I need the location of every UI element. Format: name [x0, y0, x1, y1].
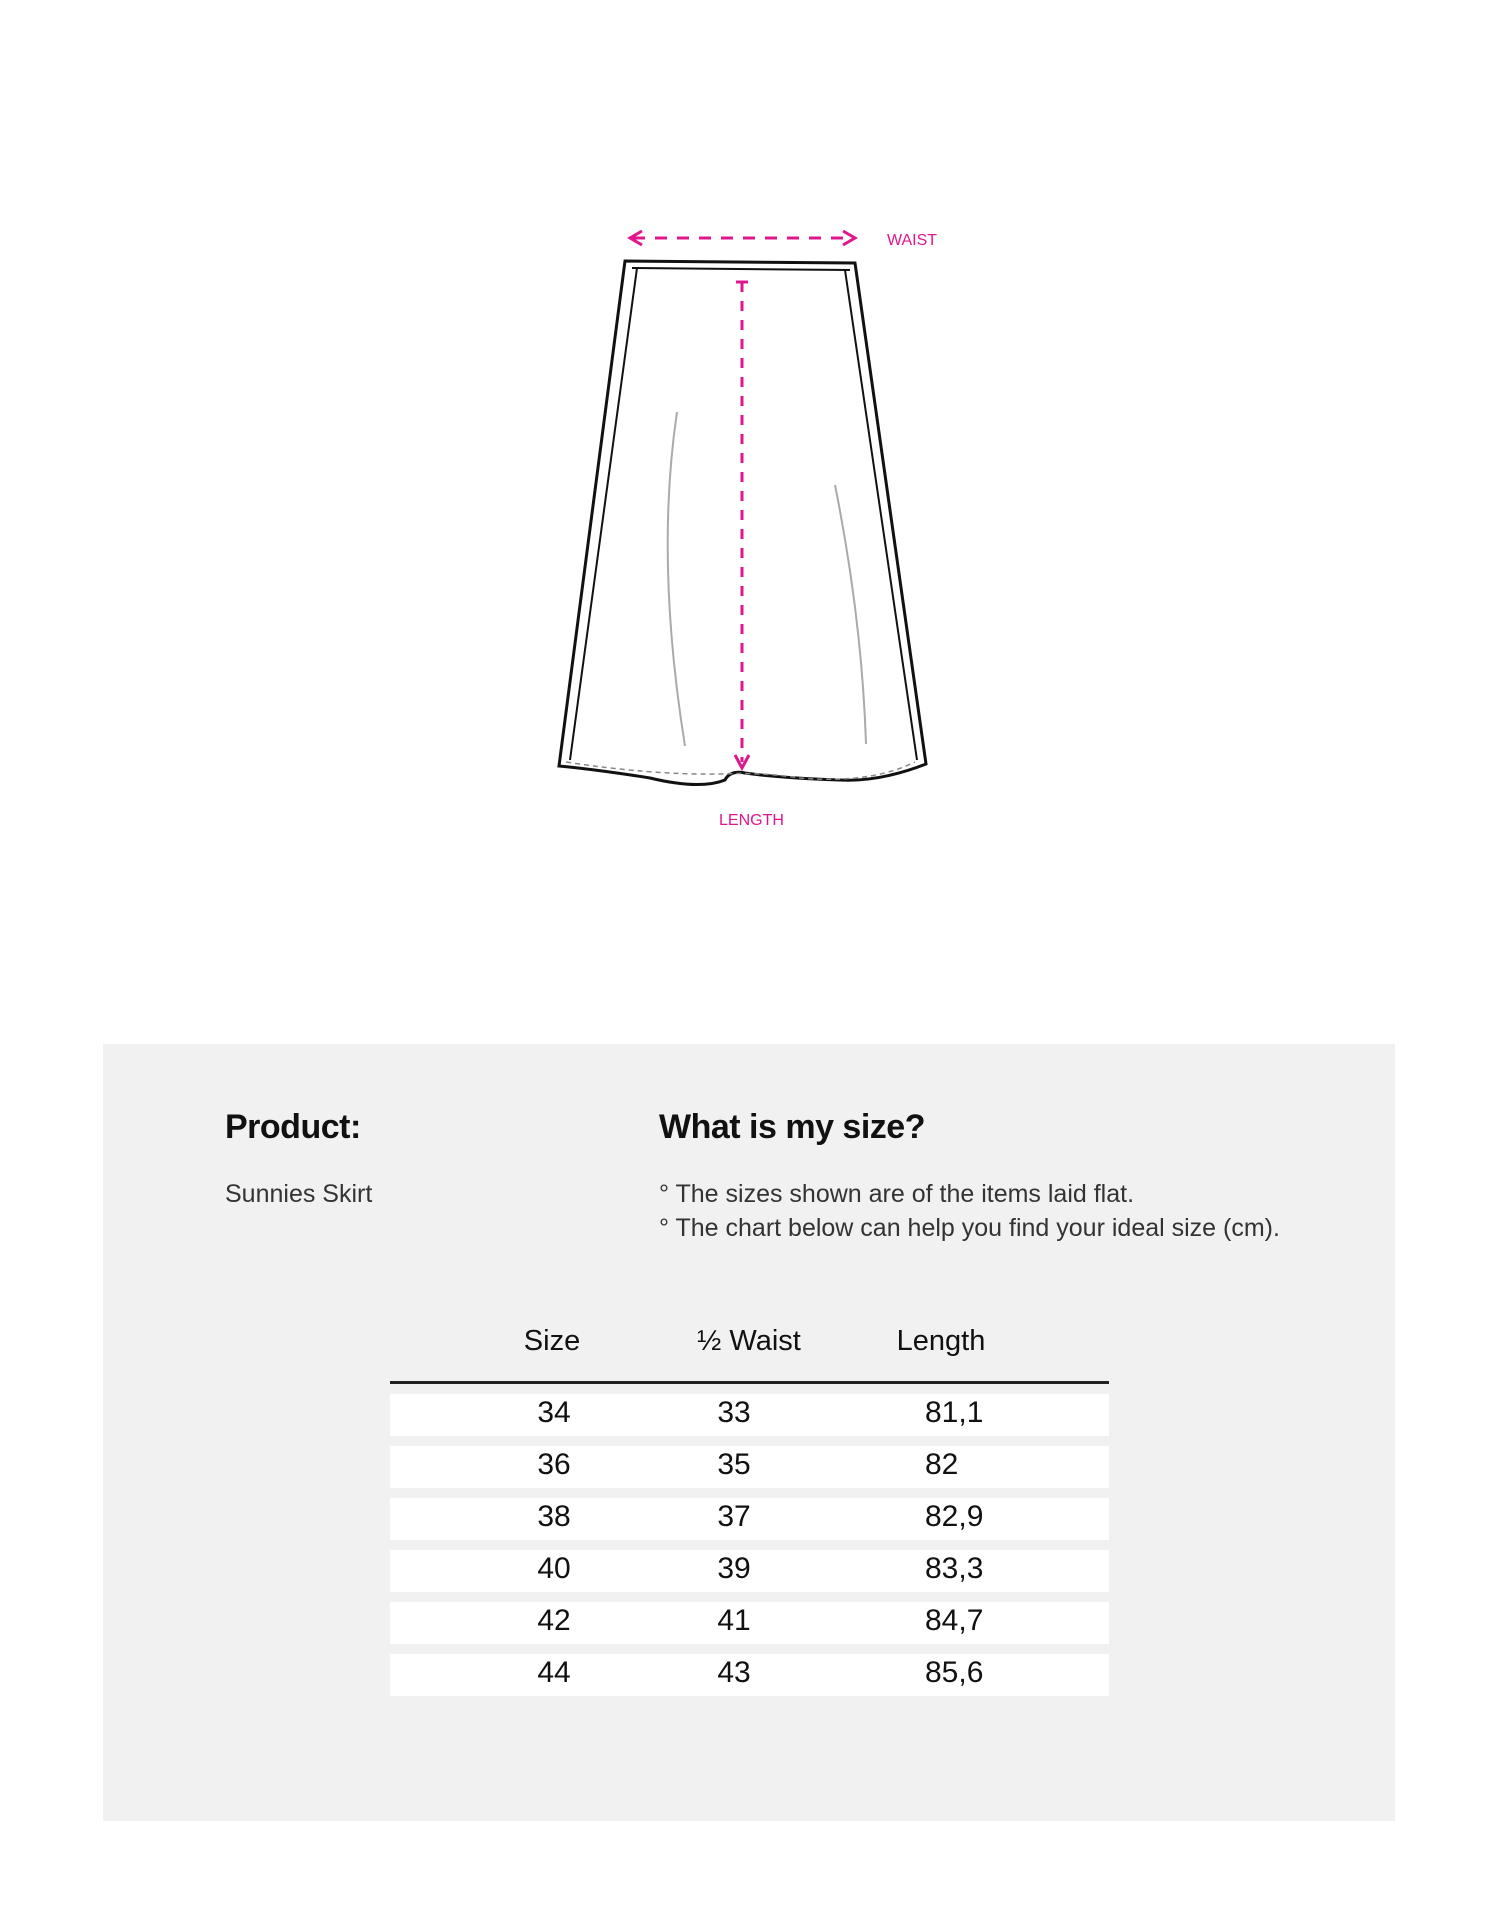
waist-label: WAIST [887, 232, 937, 249]
header-size: Size [523, 1325, 581, 1357]
cell-length: 82,9 [925, 1500, 984, 1533]
size-note: ° The sizes shown are of the items laid … [659, 1180, 1135, 1208]
header-half-waist: ½ Waist [697, 1325, 801, 1357]
cell-waist: 35 [717, 1448, 751, 1481]
header-length: Length [896, 1325, 986, 1357]
cell-size: 34 [537, 1396, 571, 1429]
cell-size: 38 [537, 1500, 571, 1533]
table-row: 36 35 82 [390, 1446, 1109, 1488]
cell-size: 44 [537, 1656, 571, 1689]
product-heading: Product: [225, 1108, 361, 1146]
cell-length: 83,3 [925, 1552, 984, 1585]
cell-size: 40 [537, 1552, 571, 1585]
length-label: LENGTH [719, 812, 784, 829]
table-row: 38 37 82,9 [390, 1498, 1109, 1540]
cell-size: 42 [537, 1604, 571, 1637]
table-row: 34 33 81,1 [390, 1394, 1109, 1436]
cell-length: 84,7 [925, 1604, 984, 1637]
table-row: 40 39 83,3 [390, 1550, 1109, 1592]
cell-waist: 33 [717, 1396, 751, 1429]
skirt-measurement-diagram: WAIST LENGTH [557, 229, 937, 829]
cell-waist: 39 [717, 1552, 751, 1585]
cell-length: 81,1 [925, 1396, 984, 1429]
table-header: Size ½ Waist Length [390, 1325, 1109, 1384]
length-arrow [733, 280, 751, 772]
fold-lines [666, 411, 867, 747]
table-row: 42 41 84,7 [390, 1602, 1109, 1644]
cell-length: 82 [925, 1448, 959, 1481]
skirt-outline [557, 259, 928, 787]
cell-waist: 37 [717, 1500, 751, 1533]
cell-waist: 43 [717, 1656, 751, 1689]
size-heading: What is my size? [659, 1108, 925, 1146]
size-table: Size ½ Waist Length 34 33 81,1 36 35 82 38 37… [390, 1325, 1109, 1696]
cell-waist: 41 [717, 1604, 751, 1637]
cell-length: 85,6 [925, 1656, 984, 1689]
waist-arrow [627, 229, 858, 247]
cell-size: 36 [537, 1448, 571, 1481]
product-name: Sunnies Skirt [225, 1180, 373, 1208]
size-note: ° The chart below can help you find your… [659, 1214, 1280, 1242]
table-row: 44 43 85,6 [390, 1654, 1109, 1696]
